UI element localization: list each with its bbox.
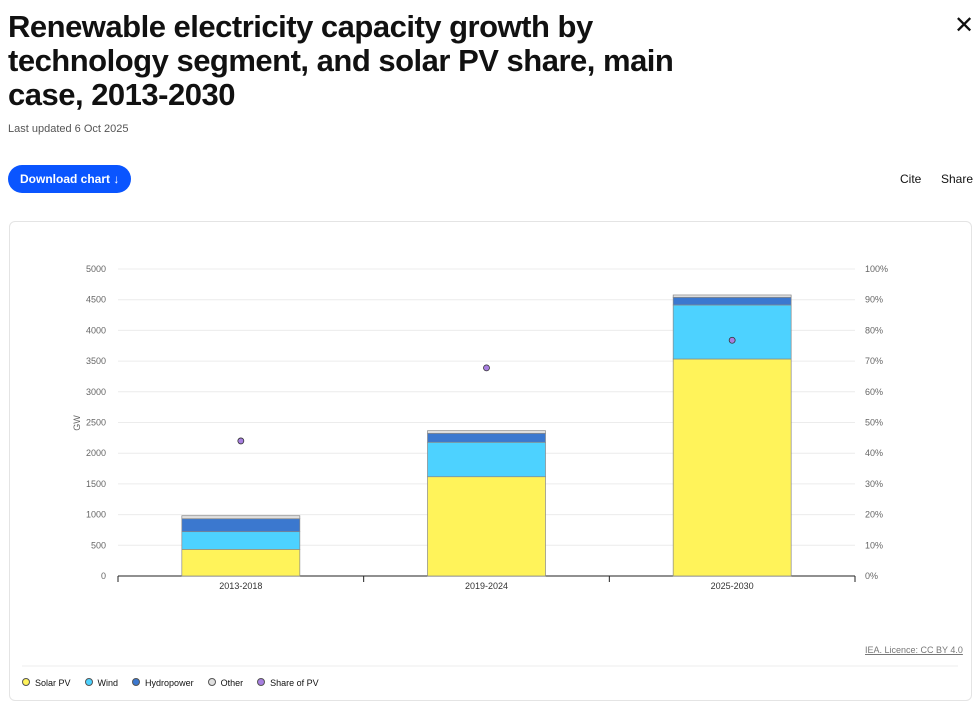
download-chart-button[interactable]: Download chart ↓ (8, 165, 132, 193)
y-tick-label: 0 (101, 571, 106, 581)
y2-tick-label: 80% (865, 325, 883, 335)
bar-hydropower (672, 296, 792, 306)
bar-solar-pv (181, 549, 301, 577)
bar-other (181, 515, 301, 520)
legend-swatch (22, 678, 30, 686)
legend-swatch (84, 678, 93, 686)
y2-tick-label: 10% (865, 540, 883, 550)
y-tick-label: 1000 (86, 510, 106, 520)
share-link[interactable]: Share (941, 172, 974, 186)
bar-wind (181, 531, 301, 550)
bar-other (427, 430, 546, 434)
legend-label: Hydropower (145, 678, 194, 688)
bar-solar-pv (427, 476, 546, 577)
last-updated: Last updated 6 Oct 2025 (8, 123, 129, 135)
legend-label: Share of PV (270, 678, 319, 688)
y2-tick-label: 20% (865, 510, 883, 520)
y-tick-label: 2500 (86, 418, 106, 428)
y-tick-label: 2000 (86, 448, 106, 458)
bar-wind (672, 304, 792, 360)
licence-link[interactable]: IEA. Licence: CC BY 4.0 (865, 645, 963, 655)
y2-tick-label: 0% (865, 571, 878, 581)
legend-item[interactable]: Solar PV (22, 678, 71, 688)
legend-item[interactable]: Hydropower (132, 678, 194, 688)
y-tick-label: 4500 (86, 295, 106, 305)
y2-tick-label: 40% (865, 448, 883, 458)
legend-item[interactable]: Other (207, 678, 244, 688)
page-title: Renewable electricity capacity growth by… (8, 9, 674, 112)
bar-hydropower (427, 432, 546, 443)
y2-tick-label: 60% (865, 387, 883, 397)
y2-tick-label: 30% (865, 479, 883, 489)
y2-tick-label: 70% (865, 356, 883, 366)
legend-item[interactable]: Wind (84, 678, 119, 688)
y-tick-label: 4000 (86, 325, 106, 335)
y-tick-label: 5000 (86, 264, 106, 274)
chart-card (9, 221, 972, 701)
y-tick-label: 1500 (86, 479, 106, 489)
legend-swatch (207, 678, 216, 686)
y-tick-label: 3500 (86, 356, 106, 366)
legend-item[interactable]: Share of PV (257, 678, 319, 688)
y-tick-label: 500 (91, 540, 106, 550)
share-of-pv-point (237, 437, 245, 445)
bar-other (672, 294, 792, 298)
x-tick-label: 2025-2030 (711, 581, 754, 591)
x-tick-label: 2013-2018 (219, 581, 262, 591)
share-of-pv-point (483, 364, 490, 372)
legend-label: Other (220, 678, 244, 688)
cite-link[interactable]: Cite (900, 172, 922, 186)
y2-tick-label: 100% (865, 264, 888, 274)
legend-label: Wind (97, 678, 119, 688)
legend-label: Solar PV (35, 678, 71, 688)
bar-solar-pv (672, 358, 792, 577)
legend-swatch (132, 678, 141, 686)
y-axis-label: GW (72, 415, 82, 431)
bar-wind (427, 441, 546, 478)
y-tick-label: 3000 (86, 387, 106, 397)
y2-tick-label: 50% (865, 418, 883, 428)
close-icon[interactable]: ✕ (954, 12, 975, 39)
x-tick-label: 2019-2024 (465, 581, 508, 591)
y2-tick-label: 90% (865, 295, 883, 305)
share-of-pv-point (728, 336, 736, 344)
bar-hydropower (181, 518, 301, 533)
legend-swatch (257, 678, 266, 686)
legend: Solar PV Wind Hydropower Other Share of PV (22, 678, 319, 688)
